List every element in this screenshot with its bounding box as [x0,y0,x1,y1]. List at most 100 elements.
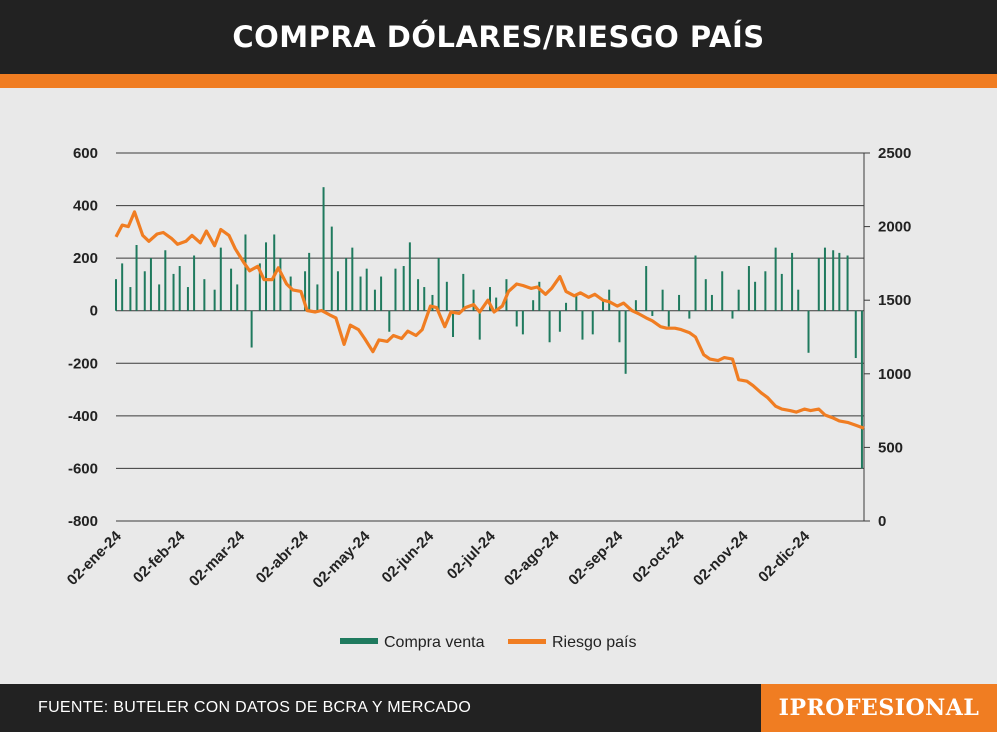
bar [115,279,117,311]
riesgo-pais-line [114,210,865,430]
brand-logo: IPROFESIONAL [761,684,997,732]
bar [667,310,670,327]
bar [193,255,196,311]
bar [860,310,863,469]
bar [388,310,391,332]
bar [149,258,152,311]
bar [591,310,594,335]
bar [203,279,206,311]
legend-swatch-compra-venta [340,638,378,644]
bar [817,258,820,311]
bar [489,287,491,311]
bar [581,310,584,340]
accent-stripe [0,74,997,88]
legend-label-compra-venta: Compra venta [384,634,485,651]
page-title: COMPRA DÓLARES/RIESGO PAÍS [232,20,765,54]
bar [121,263,124,311]
bar [791,252,794,311]
x-tick-label: 02-dic-24 [755,527,813,585]
bar [336,271,339,311]
bar [694,255,697,311]
bar [351,247,354,311]
bar [602,300,605,311]
bar [322,187,325,311]
x-tick-label: 02-jun-24 [379,527,438,586]
bar [754,281,757,311]
bar [186,287,189,311]
bar [515,310,518,327]
footer-bar: FUENTE: BUTELER CON DATOS DE BCRA Y MERC… [0,684,997,732]
bar [532,300,535,311]
y-left-tick-label: 400 [73,198,98,215]
bar [618,310,621,343]
bar [780,273,783,311]
x-tick-label: 02-mar-24 [186,527,249,590]
bar [164,250,167,311]
x-tick-label: 02-abr-24 [253,527,313,587]
bar [688,310,691,319]
bar [495,297,498,311]
bar [731,310,734,319]
x-tick-label: 02-oct-24 [629,527,688,586]
bar [737,289,740,311]
bar [330,226,333,311]
bar [402,266,405,311]
bar [316,284,319,311]
y-right-tick-label: 2500 [878,145,911,162]
bar [521,310,524,335]
bar [558,310,561,332]
bar [304,271,307,311]
bar [308,252,311,311]
bar [704,279,707,311]
bar [721,271,724,311]
bar [634,300,637,311]
bar [565,302,568,311]
bar [823,247,826,311]
x-tick-label: 02-feb-24 [130,527,189,586]
bar [452,310,455,337]
x-tick-label: 02-ene-24 [64,527,125,588]
bar [807,310,810,353]
bar [774,247,777,311]
bar [365,268,368,311]
bar [129,287,132,311]
bar [394,268,397,311]
bar [437,258,440,311]
bar [797,289,800,311]
bar [230,268,233,311]
x-tick-label: 02-sep-24 [565,527,626,588]
header-bar: COMPRA DÓLARES/RIESGO PAÍS [0,0,997,74]
chart-svg: 6004002000-200-400-600-80025002000150010… [64,145,912,651]
bar [345,258,348,311]
bar [408,242,411,311]
x-tick-label: 02-ago-24 [501,527,563,589]
y-left-tick-label: -600 [68,460,98,477]
bar [135,245,138,311]
bar [462,273,465,311]
bar [359,276,362,311]
bar [651,310,654,316]
brand-name: IPROFESIONAL [778,695,980,721]
bar [747,266,750,311]
bar [472,289,475,311]
bar [445,281,448,311]
y-right-tick-label: 500 [878,439,903,456]
bar [213,289,216,311]
bar [538,281,541,311]
y-right-tick-label: 0 [878,513,886,530]
bar [423,287,426,311]
chart-area: 600 400 200 0 -200 -400 -600 -800 2500 2000 1500 10… [0,88,997,684]
bar [178,266,181,311]
bar [832,250,835,311]
y-left-tick-label: 200 [73,250,98,267]
bar [250,310,253,348]
bar [846,255,849,311]
y-left-tick-label: 600 [73,145,98,162]
bar [548,310,551,343]
bar [678,294,681,311]
bar [417,279,420,311]
y-right-tick-label: 1000 [878,366,911,383]
bar [279,258,282,311]
bar [838,252,841,311]
bar [373,289,376,311]
